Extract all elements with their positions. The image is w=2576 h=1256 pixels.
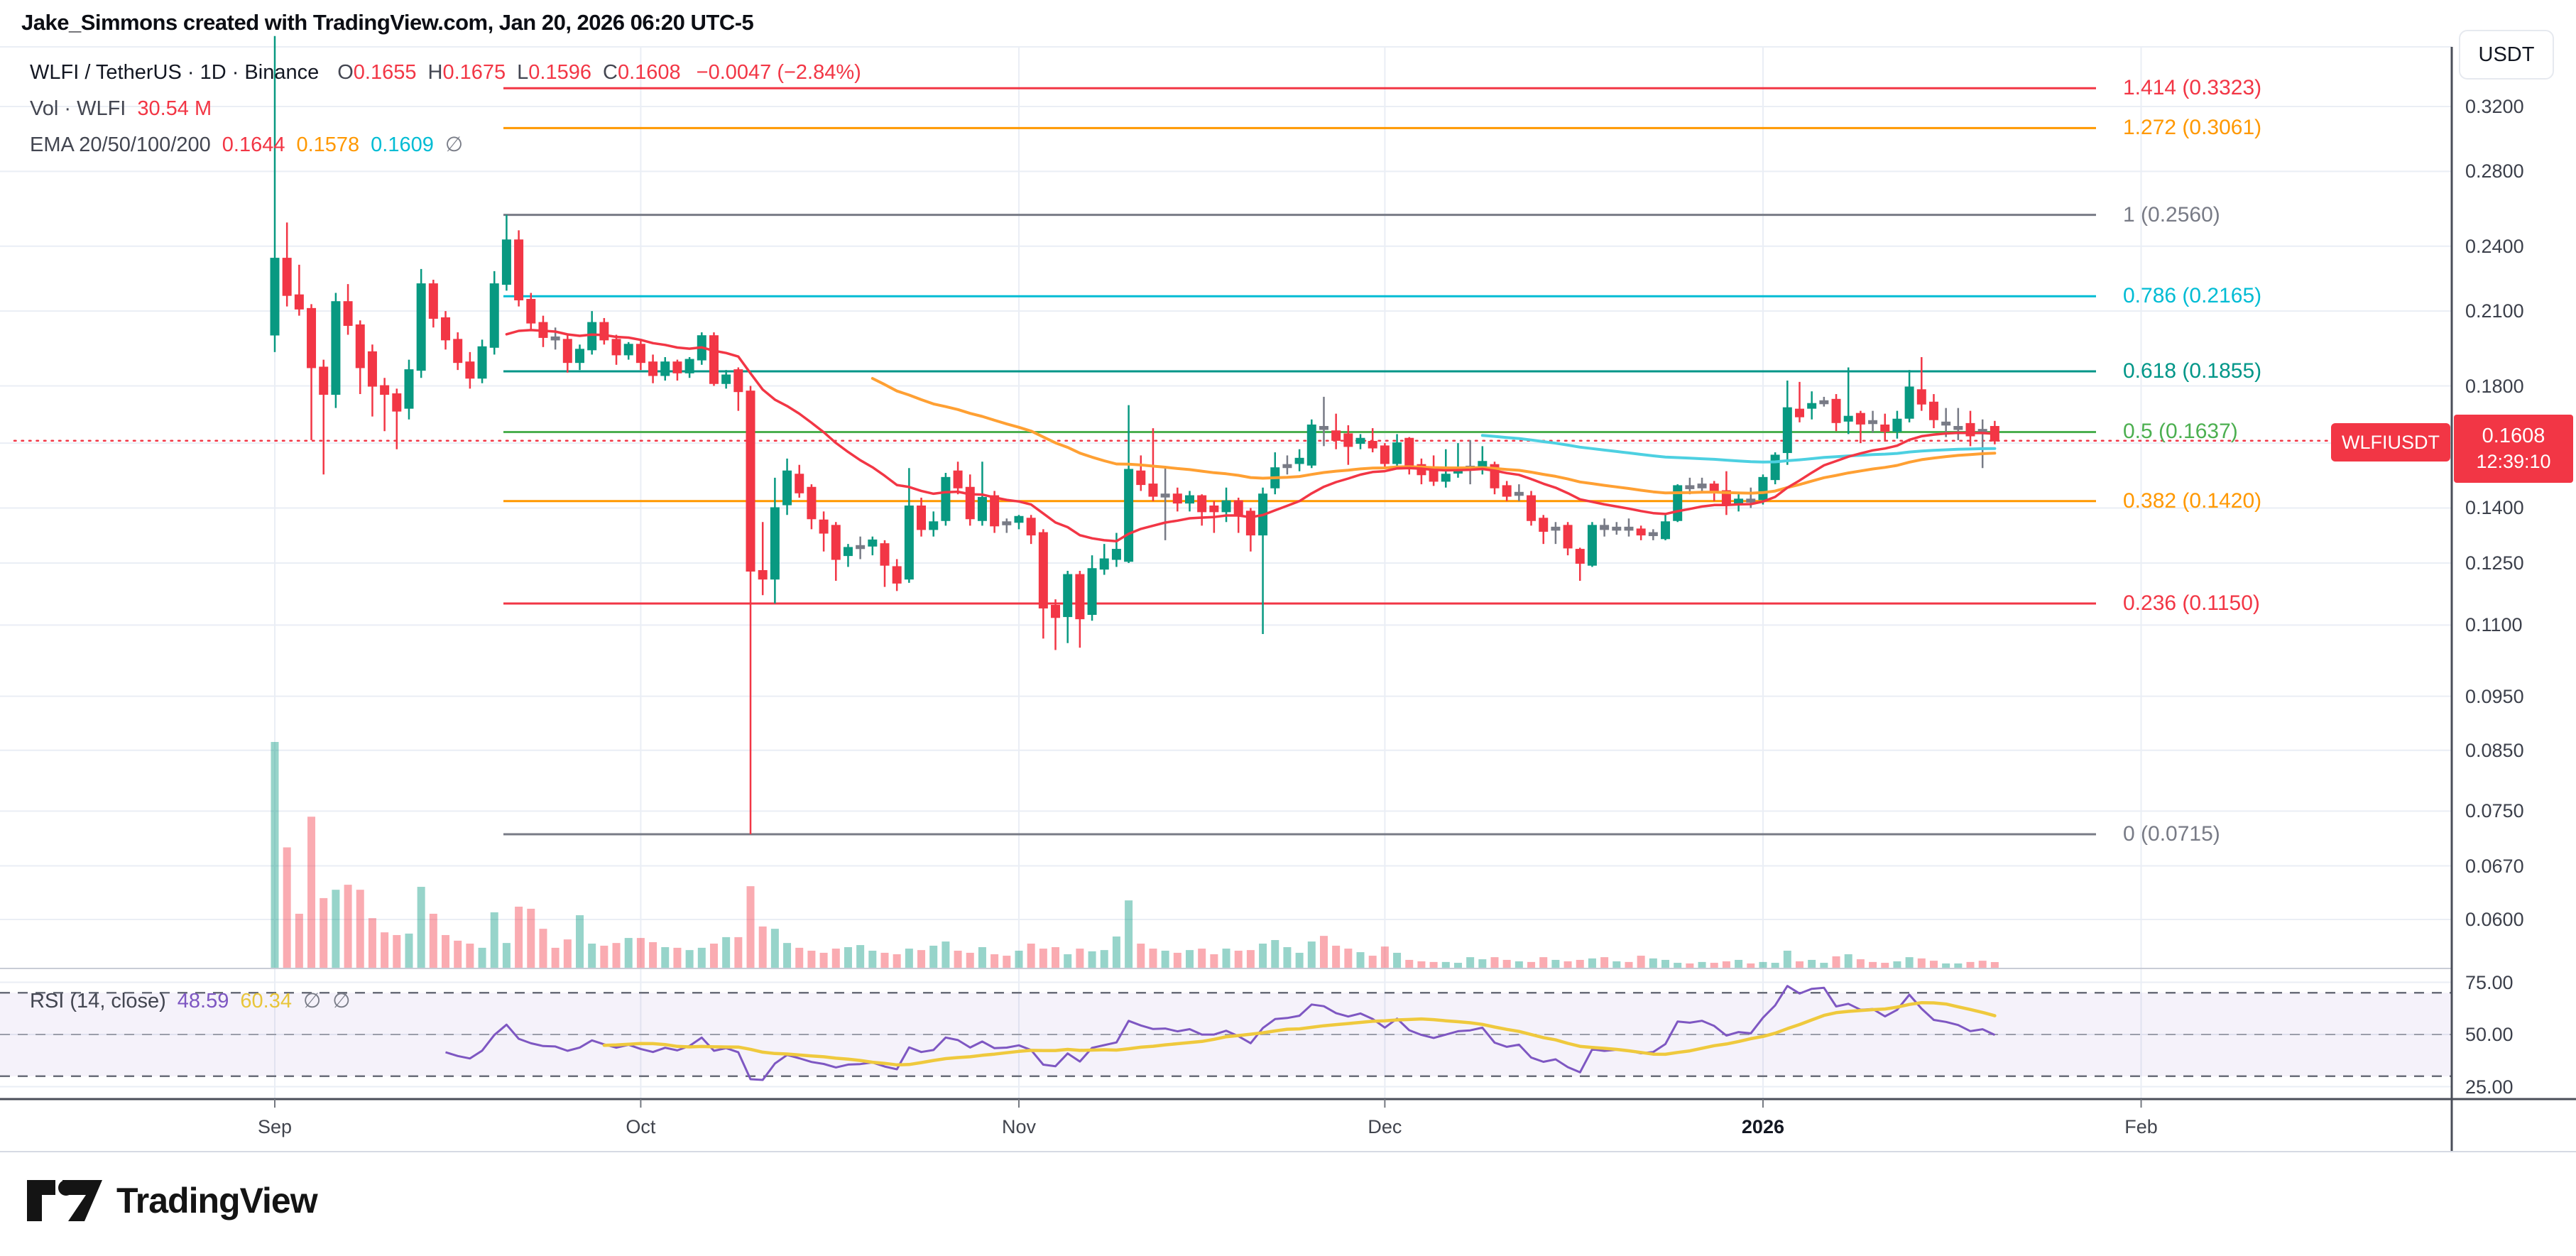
rsi-axis-label: 75.00 <box>2465 971 2514 993</box>
time-axis-label: Sep <box>257 1116 293 1137</box>
price-axis-label: 0.2800 <box>2465 160 2524 182</box>
volume-legend[interactable]: Vol · WLFI 30.54 M <box>30 97 212 121</box>
ema20-value: 0.1644 <box>222 133 285 156</box>
price-axis-label: 0.1800 <box>2465 375 2524 397</box>
price-axis-label: 0.0950 <box>2465 685 2524 707</box>
symbol-price-chip: WLFIUSDT <box>2331 423 2450 462</box>
fib-level-label[interactable]: 0.618 (0.1855) <box>2123 359 2262 383</box>
time-axis-label: Nov <box>1001 1116 1036 1137</box>
rsi-axis-label: 50.00 <box>2465 1024 2514 1045</box>
ema100-value: 0.1609 <box>371 133 434 156</box>
open-label: O <box>337 61 354 84</box>
high-value: 0.1675 <box>442 61 506 84</box>
ema-legend[interactable]: EMA 20/50/100/200 0.1644 0.1578 0.1609 ∅ <box>30 132 463 157</box>
rsi-empty-1: ∅ <box>302 990 322 1012</box>
price-axis-label: 0.2100 <box>2465 300 2524 322</box>
price-axis-label: 0.3200 <box>2465 96 2524 117</box>
ema50-value: 0.1578 <box>296 133 360 156</box>
chart-credit: Jake_Simmons created with TradingView.co… <box>21 10 754 35</box>
fib-level-label[interactable]: 1.414 (0.3323) <box>2123 76 2262 100</box>
last-price-value: 0.1608 <box>2482 425 2545 447</box>
time-axis-label: Oct <box>626 1116 656 1137</box>
volume-label: Vol · WLFI <box>30 97 126 120</box>
fib-level-label[interactable]: 1 (0.2560) <box>2123 202 2220 226</box>
rsi-legend[interactable]: RSI (14, close) 48.59 60.34 ∅ ∅ <box>30 988 350 1013</box>
tradingview-logo-text: TradingView <box>116 1181 318 1220</box>
fib-level-label[interactable]: 0.236 (0.1150) <box>2123 591 2260 615</box>
last-price-tag: 0.1608 12:39:10 <box>2454 415 2573 483</box>
price-axis-label: 0.0750 <box>2465 800 2524 822</box>
ema-label: EMA 20/50/100/200 <box>30 133 211 156</box>
price-axis-label: 0.1400 <box>2465 497 2524 519</box>
volume-value: 30.54 M <box>137 97 212 120</box>
price-axis-label: 0.0670 <box>2465 855 2524 877</box>
ema200-empty: ∅ <box>444 133 464 156</box>
rsi-label: RSI (14, close) <box>30 990 166 1012</box>
symbol-title: WLFI / TetherUS · 1D · Binance <box>30 61 320 84</box>
low-value: 0.1596 <box>528 61 591 84</box>
rsi-axis-label: 25.00 <box>2465 1076 2514 1098</box>
rsi-ma-value: 60.34 <box>240 990 292 1012</box>
price-axis-label: 0.1100 <box>2465 614 2523 636</box>
price-axis-label: 0.2400 <box>2465 235 2524 257</box>
fib-level-label[interactable]: 0.786 (0.2165) <box>2123 284 2262 308</box>
currency-toggle[interactable]: USDT <box>2459 30 2554 80</box>
fib-level-label[interactable]: 0 (0.0715) <box>2123 822 2220 846</box>
time-axis-label: Dec <box>1368 1116 1402 1137</box>
low-label: L <box>517 61 529 84</box>
open-value: 0.1655 <box>353 61 417 84</box>
rsi-value: 48.59 <box>177 990 229 1012</box>
price-axis-label: 0.0850 <box>2465 739 2524 761</box>
price-axis-label: 0.1250 <box>2465 552 2524 574</box>
time-axis-label: Feb <box>2124 1116 2158 1137</box>
fib-level-label[interactable]: 0.382 (0.1420) <box>2123 488 2262 513</box>
rsi-empty-2: ∅ <box>332 990 351 1012</box>
close-value: 0.1608 <box>617 61 681 84</box>
time-axis-label: 2026 <box>1741 1116 1784 1137</box>
symbol-chip-label: WLFIUSDT <box>2342 431 2440 453</box>
fib-level-label[interactable]: 1.272 (0.3061) <box>2123 116 2262 140</box>
close-label: C <box>602 61 618 84</box>
bar-countdown: 12:39:10 <box>2476 451 2551 472</box>
high-label: H <box>427 61 443 84</box>
price-axis-label: 0.0600 <box>2465 908 2524 930</box>
tradingview-logo-icon <box>27 1180 102 1221</box>
currency-label: USDT <box>2478 43 2535 66</box>
tradingview-logo[interactable]: TradingView <box>26 1179 318 1223</box>
symbol-legend[interactable]: WLFI / TetherUS · 1D · Binance O 0.1655 H… <box>30 61 861 84</box>
change-value: −0.0047 (−2.84%) <box>696 61 861 84</box>
fib-level-label[interactable]: 0.5 (0.1637) <box>2123 420 2238 444</box>
